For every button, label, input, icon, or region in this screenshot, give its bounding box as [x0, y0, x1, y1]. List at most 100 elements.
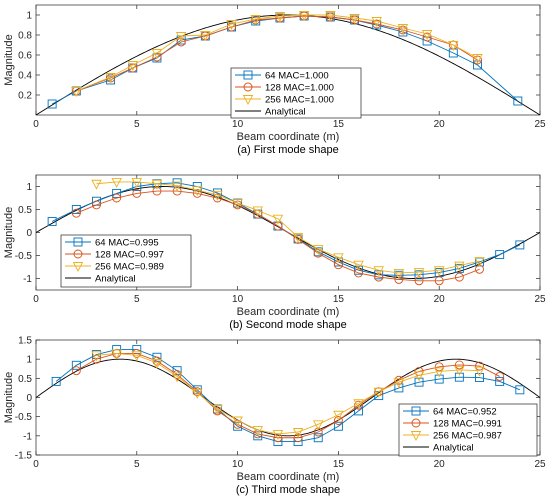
data-point [495, 250, 505, 260]
data-point [192, 387, 202, 397]
data-point [325, 11, 336, 21]
data-point [192, 188, 202, 198]
data-point [212, 190, 223, 201]
data-point [92, 200, 101, 210]
data-point [250, 15, 261, 25]
data-point [454, 272, 464, 282]
data-point [132, 182, 142, 191]
data-point [473, 60, 482, 70]
data-point [421, 30, 433, 40]
data-point [313, 433, 323, 443]
data-point [71, 208, 81, 218]
y-tick-label: -1.5 [15, 451, 33, 462]
data-point [333, 260, 343, 270]
data-point [312, 245, 324, 256]
data-point [495, 376, 505, 386]
data-point [414, 377, 424, 387]
data-point [350, 15, 359, 25]
data-point [454, 360, 464, 370]
panel-1: 0 5 10 15 20 25 0.2 0.4 0.6 0.8 1 Beam coordinate (… [3, 4, 546, 156]
data-point [333, 253, 344, 264]
legend-label: 64 MAC=0.952 [433, 407, 497, 418]
y-axis-label: Magnitude [3, 372, 15, 423]
legend-marker [411, 406, 421, 416]
data-point [473, 55, 482, 65]
y-tick-label: 1 [26, 182, 32, 193]
x-tick-label: 0 [33, 119, 39, 130]
panel-caption: (a) First mode shape [237, 144, 338, 156]
data-point [227, 22, 237, 32]
legend-label: 128 MAC=0.991 [433, 419, 502, 430]
data-point [433, 367, 445, 378]
x-tick-label: 15 [333, 459, 345, 470]
data-point [232, 416, 243, 427]
series-line [76, 352, 500, 439]
x-axis-label: Beam coordinate (m) [237, 131, 340, 143]
data-point [353, 260, 364, 271]
data-point [371, 17, 382, 27]
x-axis-label: Beam coordinate (m) [237, 306, 340, 318]
data-point [374, 387, 384, 397]
legend-marker [411, 418, 421, 428]
y-tick-label: 0.6 [18, 51, 32, 62]
data-point [275, 13, 285, 23]
data-point [111, 349, 122, 360]
data-point [313, 427, 323, 437]
data-point [515, 240, 525, 250]
data-point [325, 12, 335, 22]
data-point [192, 186, 203, 197]
legend-marker [73, 237, 83, 247]
data-point [112, 193, 122, 203]
data-point [131, 177, 143, 188]
data-point [372, 19, 382, 29]
data-point [333, 421, 343, 431]
data-point [349, 14, 360, 24]
x-tick-label: 15 [333, 294, 345, 305]
data-point [474, 257, 485, 267]
data-point [434, 362, 444, 372]
legend-marker [242, 95, 254, 105]
data-point [414, 270, 424, 280]
data-point [298, 11, 310, 21]
x-tick-label: 25 [534, 119, 546, 130]
data-point [454, 365, 465, 376]
data-point [272, 429, 284, 440]
legend-marker [410, 431, 422, 441]
legend-marker [243, 82, 253, 92]
data-point [475, 361, 484, 371]
data-point [212, 193, 222, 203]
x-axis-label: Beam coordinate (m) [237, 471, 340, 483]
x-tick-label: 15 [333, 119, 345, 130]
y-axis-label: Magnitude [3, 207, 15, 258]
data-point [132, 188, 142, 198]
legend-marker [72, 262, 84, 272]
data-point [111, 177, 122, 188]
data-point [176, 37, 186, 47]
data-point [200, 31, 211, 41]
data-point [151, 49, 163, 59]
x-tick-label: 10 [232, 119, 244, 130]
data-point [454, 372, 464, 382]
y-tick-label: 1 [26, 11, 32, 22]
data-point [454, 261, 465, 272]
data-point [374, 270, 384, 280]
data-point [252, 206, 264, 217]
data-point [413, 371, 425, 382]
data-point [422, 32, 432, 42]
data-point [152, 186, 162, 196]
data-point [353, 399, 364, 410]
data-point [292, 428, 304, 438]
data-point [171, 372, 183, 383]
data-point [413, 268, 425, 279]
data-point [515, 385, 525, 395]
data-point [105, 73, 116, 83]
data-point [131, 351, 143, 362]
legend-marker [243, 70, 253, 80]
series-2 [71, 186, 484, 286]
panel-caption: (c) Third mode shape [236, 484, 340, 496]
series-3 [91, 177, 485, 279]
data-point [333, 410, 344, 421]
data-point [71, 86, 81, 96]
